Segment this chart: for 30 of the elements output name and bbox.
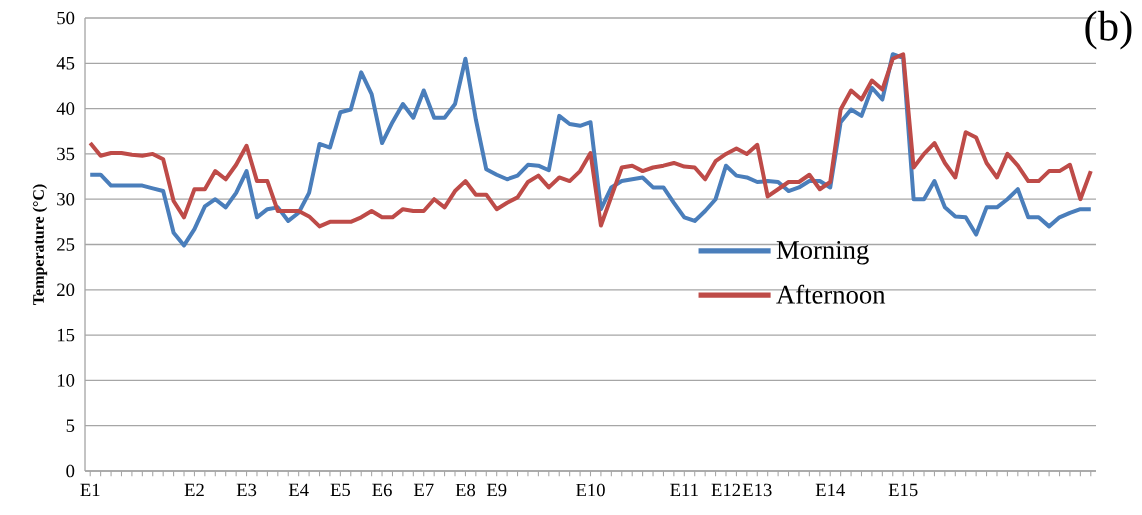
x-tick-label: E14 xyxy=(815,483,845,497)
y-tick-label: 25 xyxy=(57,238,75,251)
x-tick-label: E6 xyxy=(372,483,392,497)
x-tick-label: E13 xyxy=(742,483,772,497)
x-tick-label: E11 xyxy=(670,483,698,497)
x-tick-label: E7 xyxy=(413,483,434,496)
y-tick-label: 20 xyxy=(57,283,75,297)
y-tick-label: 50 xyxy=(57,11,75,25)
x-tick-label: E8 xyxy=(455,483,476,497)
legend-label: Morning xyxy=(776,241,869,265)
x-tick-label: E9 xyxy=(486,483,507,497)
x-tick-label: E2 xyxy=(184,483,204,497)
x-tick-label: E1 xyxy=(80,483,100,497)
annotation: (b) xyxy=(1085,10,1132,50)
x-tick-label: E3 xyxy=(236,483,257,497)
x-tick-label: E4 xyxy=(288,483,309,496)
x-tick-label: E12 xyxy=(711,483,740,497)
y-tick-label: 30 xyxy=(57,192,75,206)
x-tick-label: E10 xyxy=(576,483,605,497)
y-tick-label: 35 xyxy=(57,147,75,161)
y-tick-label: 0 xyxy=(66,464,75,478)
y-tick-label: 5 xyxy=(66,419,75,432)
y-tick-label: 15 xyxy=(57,328,75,342)
x-tick-label: E5 xyxy=(330,483,351,497)
y-axis-title: Temperature (°C) xyxy=(32,184,48,305)
x-tick-label: E15 xyxy=(888,483,918,497)
y-tick-label: 40 xyxy=(56,102,75,115)
legend-label: Afternoon xyxy=(776,284,886,304)
y-tick-label: 10 xyxy=(57,374,75,387)
y-tick-label: 45 xyxy=(56,57,75,70)
